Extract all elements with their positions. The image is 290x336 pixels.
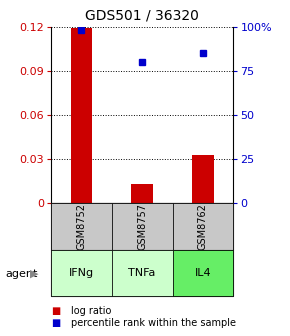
Title: GDS501 / 36320: GDS501 / 36320 — [85, 9, 199, 23]
Text: IL4: IL4 — [195, 268, 211, 278]
Bar — [51, 250, 112, 296]
Text: GSM8757: GSM8757 — [137, 203, 147, 250]
Bar — [70, 28, 92, 203]
Bar — [173, 250, 233, 296]
Text: log ratio: log ratio — [71, 306, 111, 316]
Text: IFNg: IFNg — [69, 268, 94, 278]
Text: ■: ■ — [51, 318, 60, 328]
Text: GSM8752: GSM8752 — [76, 203, 86, 250]
Bar — [112, 250, 173, 296]
Text: TNFa: TNFa — [128, 268, 156, 278]
Text: percentile rank within the sample: percentile rank within the sample — [71, 318, 236, 328]
Bar — [173, 203, 233, 250]
Text: GSM8762: GSM8762 — [198, 203, 208, 250]
Bar — [112, 203, 173, 250]
Bar — [131, 184, 153, 203]
Text: ▶: ▶ — [30, 269, 39, 279]
Bar — [192, 155, 214, 203]
Text: agent: agent — [6, 269, 38, 279]
Bar — [51, 203, 112, 250]
Text: ■: ■ — [51, 306, 60, 316]
